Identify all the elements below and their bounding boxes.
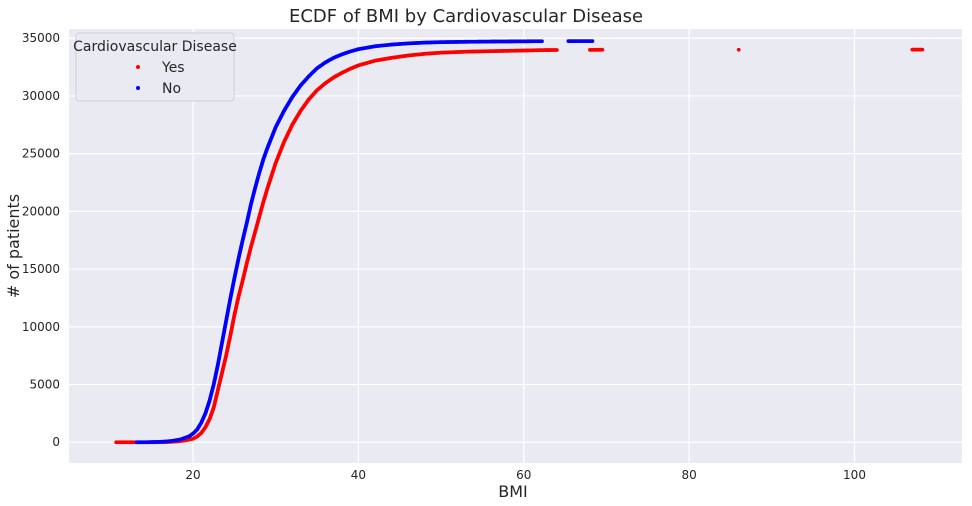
y-axis-label: # of patients — [4, 194, 23, 298]
y-tick-label: 10000 — [22, 320, 60, 334]
chart-title: ECDF of BMI by Cardiovascular Disease — [289, 6, 643, 27]
legend-box — [75, 32, 235, 102]
grid-lines — [69, 29, 962, 463]
series-no — [134, 39, 595, 445]
x-axis-label: BMI — [498, 482, 528, 501]
y-tick-label: 5000 — [29, 378, 60, 392]
y-tick-label: 25000 — [22, 147, 60, 161]
y-axis-ticks: 0 5000 10000 15000 20000 25000 30000 35000 — [22, 31, 60, 449]
y-tick-label: 30000 — [22, 89, 60, 103]
legend-marker-no — [136, 86, 140, 90]
x-tick-label: 40 — [351, 468, 366, 482]
legend-label-yes: Yes — [161, 60, 185, 76]
data-point — [920, 47, 925, 52]
data-point — [554, 48, 559, 52]
legend: Cardiovascular Disease Yes No — [73, 32, 237, 102]
data-points — [114, 39, 925, 445]
x-axis-ticks: 20 40 60 80 100 — [185, 468, 866, 482]
x-tick-label: 20 — [185, 468, 200, 482]
x-tick-label: 60 — [516, 468, 531, 482]
y-tick-label: 15000 — [22, 262, 60, 276]
y-tick-label: 35000 — [22, 31, 60, 45]
y-tick-label: 20000 — [22, 204, 60, 218]
legend-title: Cardiovascular Disease — [73, 39, 237, 55]
legend-label-no: No — [162, 81, 181, 97]
x-tick-label: 100 — [843, 468, 866, 482]
data-point — [590, 39, 595, 44]
data-point — [540, 39, 544, 44]
y-tick-label: 0 — [52, 435, 60, 449]
data-point — [600, 47, 605, 52]
x-tick-label: 80 — [681, 468, 696, 482]
data-point — [736, 47, 741, 52]
series-yes — [114, 47, 925, 445]
legend-marker-yes — [136, 65, 140, 69]
